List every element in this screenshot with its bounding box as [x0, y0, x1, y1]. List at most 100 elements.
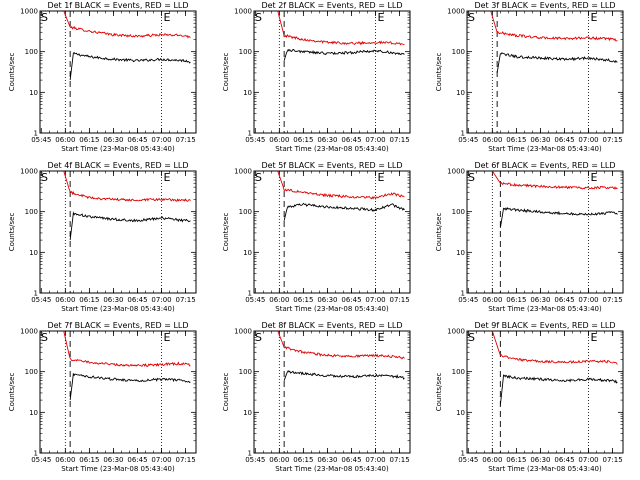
chart-2-xtick-label: 07:00	[365, 136, 385, 144]
chart-6-ytick-label: 1	[461, 290, 465, 298]
chart-7-xtick-label: 06:15	[79, 456, 99, 464]
chart-7-xlabel: Start Time (23-Mar-08 05:43:40)	[61, 465, 175, 473]
chart-4-xlabel: Start Time (23-Mar-08 05:43:40)	[61, 305, 175, 313]
chart-1-xtick-label: 06:30	[103, 136, 123, 144]
chart-5-xtick-label: 06:30	[317, 296, 337, 304]
chart-9-xtick-label: 07:15	[602, 456, 622, 464]
chart-6-end-marker-label: E	[591, 171, 598, 184]
chart-9-xtick-label: 06:45	[554, 456, 574, 464]
chart-6-start-marker-label: S	[468, 171, 475, 184]
chart-7-ylabel: Counts/sec	[8, 373, 16, 412]
chart-6-xtick-label: 06:45	[554, 296, 574, 304]
chart-9-end-marker-label: E	[591, 331, 598, 344]
chart-1-xtick-label: 05:45	[31, 136, 51, 144]
chart-3-start-marker-label: S	[468, 11, 475, 24]
chart-9-series-events-line	[499, 374, 618, 406]
chart-3-ytick-label: 10	[456, 89, 465, 97]
chart-8-xtick-label: 05:45	[245, 456, 265, 464]
chart-6-ylabel: Counts/sec	[435, 213, 443, 252]
chart-6-ytick-label: 10	[456, 249, 465, 257]
chart-5-xtick-label: 05:45	[245, 296, 265, 304]
chart-9-ytick-label: 10	[456, 409, 465, 417]
chart-1-end-marker-label: E	[164, 11, 171, 24]
chart-1-xtick-label: 06:15	[79, 136, 99, 144]
chart-3-title: Det 3f BLACK = Events, RED = LLD	[474, 1, 615, 10]
chart-9-ytick-label: 1000	[447, 328, 465, 336]
chart-7-series-events-line	[69, 373, 191, 401]
chart-6-plot-frame	[466, 170, 624, 294]
chart-8-series-lld-line	[277, 331, 405, 360]
chart-2-xtick-label: 05:45	[245, 136, 265, 144]
chart-6-xtick-label: 06:15	[506, 296, 526, 304]
chart-9-panel: Det 9f BLACK = Events, RED = LLD 1 10 100 10…	[435, 321, 624, 473]
chart-8-ytick-label: 100	[239, 368, 252, 376]
chart-8-xtick-label: 06:30	[317, 456, 337, 464]
chart-2-plot-frame	[253, 10, 411, 134]
chart-9-ytick-label: 1	[461, 450, 465, 458]
chart-4-title: Det 4f BLACK = Events, RED = LLD	[47, 161, 188, 170]
chart-8-end-marker-label: E	[378, 331, 385, 344]
chart-8-xtick-label: 06:00	[269, 456, 289, 464]
chart-2-title: Det 2f BLACK = Events, RED = LLD	[261, 1, 402, 10]
chart-3-series-events-line	[496, 52, 618, 74]
chart-5-xtick-label: 06:00	[269, 296, 289, 304]
chart-7-ytick-label: 1000	[20, 328, 38, 336]
chart-4-xtick-label: 06:00	[55, 296, 75, 304]
chart-7-ytick-label: 1	[34, 450, 38, 458]
chart-1-series-lld-line	[63, 11, 191, 39]
chart-2-ytick-label: 100	[239, 48, 252, 56]
chart-3-xtick-label: 06:30	[530, 136, 550, 144]
chart-8-xtick-label: 06:45	[341, 456, 361, 464]
chart-1-xlabel: Start Time (23-Mar-08 05:43:40)	[61, 145, 175, 153]
chart-4-panel: Det 4f BLACK = Events, RED = LLD 1 10 100 10…	[8, 161, 197, 313]
chart-2-ylabel: Counts/sec	[222, 53, 230, 92]
chart-4-xtick-label: 06:45	[127, 296, 147, 304]
chart-2-xlabel: Start Time (23-Mar-08 05:43:40)	[275, 145, 389, 153]
chart-7-xtick-label: 06:00	[55, 456, 75, 464]
chart-6-ytick-label: 100	[452, 208, 465, 216]
chart-8-panel: Det 8f BLACK = Events, RED = LLD 1 10 100 10…	[222, 321, 411, 473]
chart-3-xtick-label: 07:00	[578, 136, 598, 144]
chart-2-xtick-label: 06:30	[317, 136, 337, 144]
chart-5-ytick-label: 100	[239, 208, 252, 216]
chart-8-xlabel: Start Time (23-Mar-08 05:43:40)	[275, 465, 389, 473]
chart-3-panel: Det 3f BLACK = Events, RED = LLD 1 10 100 10…	[435, 1, 624, 153]
chart-9-start-marker-label: S	[468, 331, 475, 344]
chart-6-xtick-label: 06:00	[482, 296, 502, 304]
chart-8-title: Det 8f BLACK = Events, RED = LLD	[261, 321, 402, 330]
chart-1-panel: Det 1f BLACK = Events, RED = LLD 1 10 100 10…	[8, 1, 197, 153]
chart-9-xtick-label: 05:45	[458, 456, 478, 464]
chart-1-ytick-label: 1	[34, 130, 38, 138]
chart-2-panel: Det 2f BLACK = Events, RED = LLD 1 10 100 10…	[222, 1, 411, 153]
chart-4-xtick-label: 05:45	[31, 296, 51, 304]
chart-9-series-lld-line	[491, 331, 618, 365]
chart-7-xtick-label: 06:45	[127, 456, 147, 464]
chart-6-series-lld-line	[491, 171, 618, 190]
chart-3-xtick-label: 06:15	[506, 136, 526, 144]
chart-2-ytick-label: 1	[248, 130, 252, 138]
chart-2-xtick-label: 06:00	[269, 136, 289, 144]
chart-9-xtick-label: 06:30	[530, 456, 550, 464]
chart-7-end-marker-label: E	[164, 331, 171, 344]
chart-3-ytick-label: 1000	[447, 8, 465, 16]
chart-3-end-marker-label: E	[591, 11, 598, 24]
chart-1-ylabel: Counts/sec	[8, 53, 16, 92]
chart-7-xtick-label: 07:00	[151, 456, 171, 464]
chart-5-xtick-label: 07:00	[365, 296, 385, 304]
chart-1-ytick-label: 100	[25, 48, 38, 56]
chart-4-ytick-label: 10	[29, 249, 38, 257]
chart-7-xtick-label: 07:15	[175, 456, 195, 464]
chart-7-panel: Det 7f BLACK = Events, RED = LLD 1 10 100 10…	[8, 321, 197, 473]
chart-1-xtick-label: 07:15	[175, 136, 195, 144]
chart-4-ytick-label: 1000	[20, 168, 38, 176]
chart-8-ytick-label: 10	[243, 409, 252, 417]
chart-7-series-lld-line	[63, 331, 191, 367]
chart-5-end-marker-label: E	[378, 171, 385, 184]
chart-5-xtick-label: 07:15	[389, 296, 409, 304]
chart-8-ytick-label: 1000	[234, 328, 252, 336]
chart-3-xlabel: Start Time (23-Mar-08 05:43:40)	[488, 145, 602, 153]
chart-9-plot-frame	[466, 330, 624, 454]
chart-5-start-marker-label: S	[255, 171, 262, 184]
chart-8-ytick-label: 1	[248, 450, 252, 458]
